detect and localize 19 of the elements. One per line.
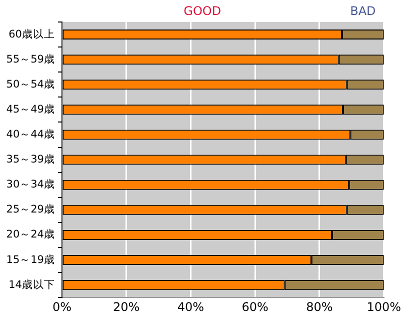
y-tick-label: 15～19歳 [6, 252, 55, 266]
y-tick-label: 14歳以下 [8, 278, 55, 291]
y-tick-label: 50～54歳 [6, 77, 55, 90]
x-tick-label: 100% [366, 300, 402, 314]
x-tick-label: 40% [177, 300, 204, 314]
x-tick-label: 60% [242, 300, 268, 314]
y-tick-label: 55～59歳 [6, 52, 55, 66]
series-label: GOOD [184, 4, 222, 18]
series-label: BAD [350, 4, 376, 18]
x-tick-label: 0% [52, 300, 72, 314]
x-tick-label: 80% [306, 300, 333, 314]
y-tick-label: 40～44歳 [6, 127, 55, 140]
y-tick-label: 45～49歳 [6, 102, 55, 116]
y-tick-label: 35～39歳 [6, 152, 55, 166]
y-tick-label: 20～24歳 [6, 228, 55, 241]
y-tick-label: 30～34歳 [6, 178, 55, 191]
x-tick-label: 20% [113, 300, 140, 314]
y-tick-label: 60歳以上 [8, 27, 55, 40]
y-tick-label: 25～29歳 [6, 202, 55, 216]
